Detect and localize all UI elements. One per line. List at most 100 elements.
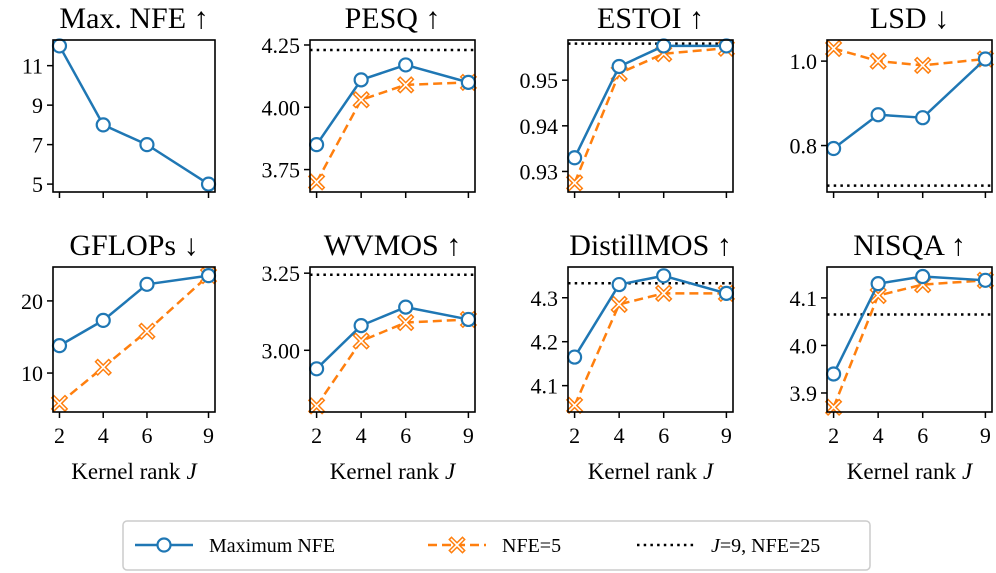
series-line-max-nfe: [832, 58, 987, 150]
data-point-max-nfe: [566, 349, 583, 365]
data-point-max-nfe: [825, 140, 842, 157]
data-point-nfe5: [565, 396, 584, 415]
axes-frame: [826, 266, 993, 413]
y-tick-label: 9: [32, 93, 43, 118]
panel-title: DistillMOS ↑: [569, 229, 732, 262]
y-tick-label: 1.0: [790, 49, 818, 74]
data-point-max-nfe: [139, 276, 155, 292]
x-marker-inner: [399, 315, 413, 330]
panel-title: GFLOPs ↓: [69, 229, 198, 262]
data-point-nfe5: [565, 174, 584, 192]
y-tick-label: 4.0: [790, 333, 818, 358]
axes-frame: [567, 266, 734, 413]
x-axis-label-var: J: [186, 459, 198, 484]
y-tick-label: 3.00: [262, 338, 301, 363]
panel-title: ESTOI ↑: [597, 2, 704, 35]
x-tick-label: 6: [400, 423, 411, 448]
y-tick-label: 3.75: [262, 158, 301, 183]
data-point-nfe5: [396, 313, 415, 332]
x-marker-inner: [916, 58, 930, 72]
data-point-max-nfe: [915, 110, 931, 126]
legend-label-nfe5: NFE=5: [502, 535, 561, 557]
panel-title: Max. NFE ↑: [59, 2, 208, 35]
x-marker-inner: [871, 54, 885, 68]
x-marker-inner: [826, 41, 841, 56]
data-point-max-nfe: [95, 117, 111, 133]
y-tick-label: 3.9: [790, 381, 818, 406]
y-tick-label: 0.94: [520, 114, 559, 139]
data-point-max-nfe: [309, 137, 325, 153]
data-point-max-nfe: [398, 57, 414, 73]
data-point-max-nfe: [200, 176, 217, 192]
x-axis-label: Kernel rank J: [847, 459, 974, 484]
data-point-nfe5: [869, 52, 887, 70]
data-point-nfe5: [138, 322, 156, 340]
x-axis-label-text: Kernel rank: [847, 459, 957, 484]
data-point-max-nfe: [200, 268, 217, 284]
legend-marker-nfe5: [448, 536, 466, 554]
x-axis-label: Kernel rank J: [588, 459, 715, 484]
data-point-max-nfe: [656, 38, 672, 54]
x-tick-label: 2: [569, 423, 580, 448]
x-axis-label-text: Kernel rank: [71, 459, 181, 484]
series-line-nfe5: [573, 46, 727, 184]
x-marker-inner: [140, 324, 154, 338]
x-axis-label-text: Kernel rank: [330, 459, 440, 484]
series-line-max-nfe: [58, 45, 210, 186]
data-point-max-nfe: [611, 276, 627, 293]
legend-label-reference: J=9, NFE=25: [711, 535, 820, 557]
data-point-max-nfe: [51, 338, 68, 354]
x-tick-label: 6: [658, 423, 669, 448]
x-tick-label: 9: [203, 423, 214, 448]
data-point-max-nfe: [870, 107, 886, 123]
x-tick-label: 6: [141, 423, 152, 448]
series-line-nfe5: [833, 47, 986, 67]
panel-4: LSD ↓ 0.8 1.0: [790, 2, 995, 198]
x-marker-inner: [52, 396, 67, 410]
x-tick-label: 9: [721, 423, 732, 448]
x-marker-inner: [657, 286, 671, 300]
data-point-nfe5: [824, 39, 843, 58]
y-tick-label: 4.00: [262, 95, 301, 120]
data-point-nfe5: [352, 332, 370, 350]
axes-frame: [309, 266, 476, 413]
data-point-max-nfe: [977, 51, 994, 67]
y-tick-label: 4.2: [531, 330, 559, 355]
y-tick-label: 5: [32, 172, 43, 197]
y-tick-label: 11: [22, 54, 43, 79]
y-tick-label: 10: [21, 361, 43, 386]
x-marker-inner: [354, 334, 368, 348]
panel-title: PESQ ↑: [345, 2, 441, 35]
x-tick-label: 4: [356, 423, 367, 448]
series-line-nfe5: [315, 81, 469, 183]
panel-title: WVMOS ↑: [324, 229, 462, 262]
data-point-max-nfe: [870, 276, 886, 292]
y-tick-label: 0.95: [520, 68, 559, 93]
legend-label-reference-var: J: [711, 535, 721, 557]
x-tick-label: 6: [917, 423, 928, 448]
data-point-max-nfe: [51, 38, 68, 54]
data-point-max-nfe: [353, 72, 369, 88]
y-tick-label: 4.1: [790, 286, 818, 311]
data-point-max-nfe: [915, 268, 931, 285]
series-line-nfe5: [58, 274, 210, 405]
x-tick-label: 4: [98, 423, 109, 448]
data-point-nfe5: [307, 397, 326, 415]
panel-title: LSD ↓: [870, 2, 949, 35]
series-line-max-nfe: [832, 275, 986, 375]
data-point-nfe5: [824, 398, 843, 416]
x-marker-inner: [96, 360, 110, 374]
data-point-nfe5: [352, 91, 370, 109]
y-tick-label: 0.93: [520, 159, 559, 184]
y-tick-label: 20: [21, 289, 43, 314]
legend: Maximum NFE NFE=5 J=9, NFE=25: [122, 520, 871, 571]
y-tick-label: 4.25: [262, 33, 301, 58]
data-point-max-nfe: [309, 361, 325, 377]
axes-frame: [567, 39, 734, 193]
x-axis-label-var: J: [703, 459, 715, 484]
data-point-max-nfe: [718, 38, 735, 54]
data-point-max-nfe: [566, 150, 583, 166]
